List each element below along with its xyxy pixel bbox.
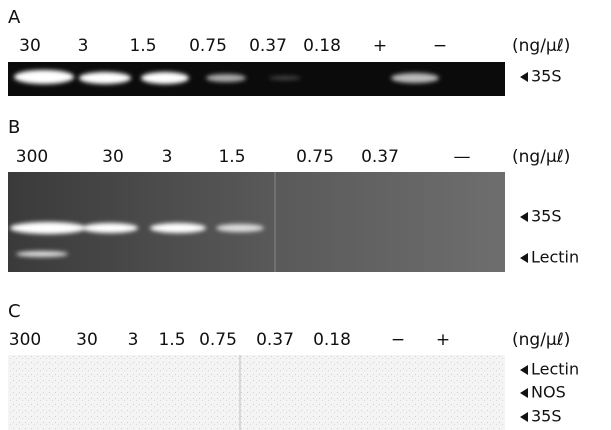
lane-label: 0.37 xyxy=(256,330,294,350)
lane-label: 3 xyxy=(162,147,173,167)
lane-label: + xyxy=(373,36,387,56)
band-marker: NOS xyxy=(531,383,566,402)
lane-label: 3 xyxy=(128,330,139,350)
panel-label: A xyxy=(8,7,21,28)
lane-label: — xyxy=(454,147,471,167)
unit-label: (ng/μℓ) xyxy=(512,36,570,56)
lane-label: 30 xyxy=(19,36,41,56)
marker-arrows xyxy=(520,72,528,422)
band-marker: Lectin xyxy=(531,360,579,379)
lane-label: − xyxy=(391,330,405,350)
unit-label: (ng/μℓ) xyxy=(512,147,570,167)
lane-label: 0.75 xyxy=(296,147,334,167)
gel-c xyxy=(8,355,505,430)
lane-label: + xyxy=(436,330,450,350)
lane-label: 30 xyxy=(76,330,98,350)
figure: A 30 3 1.5 0.75 0.37 0.18 + − (ng/μℓ) 35S B 300 30 3 1.… xyxy=(0,0,611,430)
lane-label: 300 xyxy=(9,330,41,350)
lane-label: 0.18 xyxy=(313,330,351,350)
lane-label: − xyxy=(433,36,447,56)
lane-label: 1.5 xyxy=(218,147,245,167)
lane-label: 1.5 xyxy=(129,36,156,56)
band-marker: Lectin xyxy=(531,248,579,267)
lane-label: 0.37 xyxy=(361,147,399,167)
page: {"panels": [ {"label": "A", "lanes": ["3… xyxy=(0,0,611,430)
lane-label: 3 xyxy=(78,36,89,56)
lane-label: 0.75 xyxy=(189,36,227,56)
lane-label: 0.75 xyxy=(199,330,237,350)
gel-b xyxy=(8,172,505,272)
lane-label: 300 xyxy=(16,147,48,167)
lane-label: 30 xyxy=(102,147,124,167)
band-marker: 35S xyxy=(531,407,562,426)
lane-label: 0.37 xyxy=(249,36,287,56)
band-marker: 35S xyxy=(531,67,562,86)
gel-a xyxy=(8,62,505,96)
lane-label: 1.5 xyxy=(158,330,185,350)
panel-label: C xyxy=(8,301,21,322)
panel-label: B xyxy=(8,117,20,138)
lane-label: 0.18 xyxy=(303,36,341,56)
band-marker: 35S xyxy=(531,207,562,226)
unit-label: (ng/μℓ) xyxy=(512,330,570,350)
